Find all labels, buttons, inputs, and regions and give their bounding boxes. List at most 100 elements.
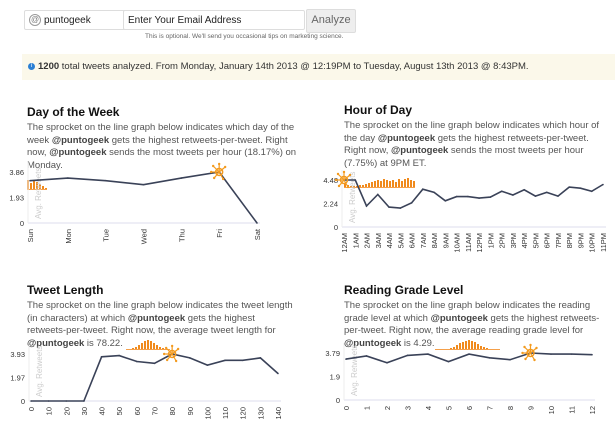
description-text: The sprocket on the line graph below ind…	[27, 122, 295, 146]
x-tick-label: Wed	[140, 229, 149, 244]
data-point	[467, 195, 469, 198]
twitter-handle-input[interactable]: @ puntogeek	[24, 10, 141, 30]
x-tick-label: 4AM	[385, 233, 394, 248]
data-point	[345, 358, 347, 360]
email-input[interactable]: Enter Your Email Address	[123, 10, 305, 30]
data-point	[30, 400, 32, 402]
summary-banner: i 1200 total tweets analyzed. From Monday…	[22, 54, 615, 80]
sparkline-bar	[377, 180, 379, 187]
sparkline-bar	[473, 342, 476, 349]
x-tick-label: 1	[363, 406, 372, 410]
sparkline-bar	[137, 345, 140, 349]
data-point	[590, 190, 593, 193]
x-tick-label: 4	[424, 406, 433, 410]
sprocket-node	[533, 358, 536, 362]
y-axis-label: Avg. Retweets	[350, 345, 359, 396]
data-point	[433, 191, 435, 194]
sparkline-bar	[389, 181, 391, 187]
distribution-sparkline	[434, 340, 500, 350]
data-point	[65, 400, 68, 402]
sparkline-bar	[152, 343, 155, 349]
sparkline-bar	[359, 185, 361, 187]
data-point	[256, 222, 258, 224]
sparkline-bar	[407, 178, 409, 187]
analyze-button[interactable]: Analyze	[306, 9, 356, 33]
x-tick-label: 12PM	[475, 233, 484, 253]
sparkline-bar	[344, 184, 346, 187]
x-tick-label: 110	[221, 407, 230, 419]
data-point	[206, 364, 209, 366]
description-text: is 78.22.	[84, 337, 126, 349]
sprocket-node	[174, 359, 178, 363]
data-point	[47, 400, 50, 402]
x-tick-label: 2AM	[363, 233, 372, 248]
handle-mention: @puntogeek	[127, 312, 186, 324]
x-tick-label: Tue	[102, 229, 111, 242]
y-tick-label: 4.48	[323, 176, 338, 185]
sparkline-bar	[353, 186, 355, 187]
banner-text: total tweets analyzed. From Monday, Janu…	[59, 61, 529, 72]
description-text: gets the highest retweets-per-tweet. Rig…	[27, 312, 276, 337]
panel-description: The sprocket on the line graph below ind…	[27, 122, 297, 172]
x-tick-label: 3AM	[374, 233, 383, 248]
x-tick-label: 4PM	[520, 233, 529, 248]
data-point	[557, 195, 559, 197]
sparkline-bar	[158, 347, 161, 349]
sparkline-bar	[470, 341, 473, 349]
handle-value: puntogeek	[44, 15, 91, 26]
x-tick-label: 5	[445, 406, 454, 410]
x-tick-label: 6	[465, 406, 474, 410]
x-tick-label: 5AM	[396, 233, 405, 248]
at-icon: @	[29, 14, 41, 27]
description-text: sends the most tweets per hour (18.17%) …	[27, 147, 297, 171]
data-point	[406, 354, 409, 357]
x-tick-label: Sun	[26, 229, 35, 242]
y-tick-label: 0	[336, 396, 340, 405]
y-tick-label: 3.79	[325, 349, 340, 358]
x-tick-label: 7PM	[554, 233, 563, 248]
sparkline-bar	[461, 342, 464, 349]
sparkline-bar	[380, 181, 382, 187]
sparkline-bar	[33, 181, 35, 189]
email-placeholder: Enter Your Email Address	[128, 15, 242, 26]
data-point	[534, 195, 537, 197]
data-point	[468, 353, 470, 355]
sprocket-hub	[526, 348, 535, 358]
x-tick-label: 11	[568, 406, 577, 414]
y-tick-label: 1.93	[9, 194, 24, 203]
y-axis-label: Avg. Retweets	[35, 346, 44, 397]
sprocket-node	[337, 184, 341, 188]
data-point	[410, 202, 413, 204]
x-tick-label: 40	[98, 407, 107, 415]
data-point	[118, 354, 121, 357]
sparkline-bar	[149, 341, 152, 349]
x-tick-label: 0	[342, 406, 351, 410]
sparkline-bar	[356, 186, 358, 187]
sparkline-bar	[155, 345, 158, 349]
panel-description: The sprocket on the line graph below ind…	[27, 300, 295, 350]
data-point	[188, 357, 191, 359]
sprocket-node	[336, 172, 340, 176]
sparkline-bar	[368, 183, 370, 187]
x-tick-label: 8PM	[565, 233, 574, 248]
sprocket-spoke	[171, 353, 177, 362]
data-point	[523, 188, 525, 191]
sparkline-bar	[140, 343, 143, 349]
x-tick-label: Fri	[215, 229, 224, 238]
sparkline-bar	[392, 180, 394, 187]
sparkline-bar	[131, 348, 134, 349]
x-tick-label: 60	[133, 407, 142, 415]
data-point	[447, 360, 450, 363]
y-tick-label: 3.86	[9, 168, 24, 177]
x-tick-label: 2PM	[498, 233, 507, 248]
panel-title: Hour of Day	[344, 103, 413, 117]
sparkline-bar	[42, 186, 44, 189]
sparkline-bar	[347, 185, 349, 187]
sprocket-node	[521, 351, 524, 355]
data-point	[100, 355, 103, 358]
sprocket-node	[334, 178, 338, 182]
data-point	[478, 197, 480, 199]
sparkline-bar	[482, 347, 485, 349]
data-point	[550, 353, 552, 355]
sparkline-bar	[374, 181, 376, 187]
